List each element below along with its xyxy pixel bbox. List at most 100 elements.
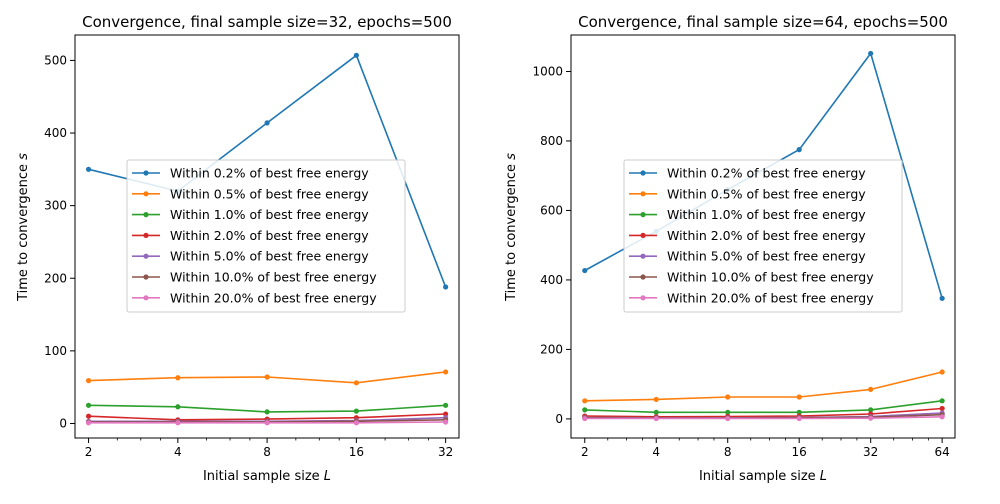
data-point [582,398,588,404]
series-3 [85,402,449,415]
x-axis-label: Initial sample size L [203,469,331,484]
x-tick-label: 8 [724,445,732,459]
legend-label: Within 0.2% of best free energy [170,166,369,181]
y-tick-label: 500 [44,53,67,67]
data-point [939,369,945,375]
data-point [443,419,449,425]
data-point [353,408,359,414]
y-tick-label: 200 [540,342,563,356]
x-tick-label: 64 [935,445,950,459]
data-point [264,120,270,126]
y-tick-label: 600 [540,203,563,217]
data-point [353,52,359,58]
legend-label: Within 10.0% of best free energy [170,270,377,285]
legend-label: Within 1.0% of best free energy [170,207,369,222]
data-point [353,380,359,386]
data-point [868,407,874,413]
data-point [264,374,270,380]
y-axis-label: Time to convergence s [16,153,31,302]
data-point [653,409,659,415]
x-tick-label: 32 [863,445,878,459]
series-2 [582,369,945,404]
data-point [175,404,181,410]
data-point [443,284,449,290]
legend-swatch-marker [143,253,149,259]
legend-item: Within 0.2% of best free energy [629,166,866,181]
data-point [85,402,92,408]
legend-swatch-marker [640,212,646,218]
legend-swatch-marker [143,232,149,238]
y-axis-label: Time to convergence s [504,153,519,302]
series-7 [85,419,449,426]
data-point [796,415,802,422]
data-point [443,402,449,408]
legend: Within 0.2% of best free energy Within 0.… [623,159,903,313]
data-point [796,409,802,415]
legend-label: Within 10.0% of best free energy [667,270,874,285]
data-point [939,295,945,301]
data-point [796,394,802,400]
legend-item: Within 1.0% of best free energy [132,207,369,222]
chart-title: Convergence, final sample size=64, epoch… [578,13,948,31]
chart-left: Convergence, final sample size=32, epoch… [16,13,460,484]
data-point [264,409,270,415]
x-axis-label: Initial sample size L [699,469,827,484]
data-point [725,394,731,400]
series-line [584,400,943,414]
data-point [582,407,588,413]
legend-item: Within 5.0% of best free energy [132,249,369,264]
data-point [725,415,731,422]
legend-item: Within 0.2% of best free energy [132,166,369,181]
legend-swatch-marker [640,253,646,259]
x-tick-label: 16 [349,445,364,459]
legend-label: Within 20.0% of best free energy [667,290,874,305]
legend-label: Within 2.0% of best free energy [667,228,866,243]
x-tick-label: 8 [263,445,271,459]
legend-label: Within 0.5% of best free energy [667,186,866,201]
legend: Within 0.2% of best free energy Within 0.… [126,159,406,313]
data-point [868,415,874,421]
data-point [353,420,359,426]
y-tick-label: 0 [555,412,563,426]
legend-item: Within 5.0% of best free energy [629,249,866,264]
y-tick-label: 800 [540,134,563,148]
data-point [582,415,588,422]
data-point [582,267,588,274]
series-3 [582,398,945,415]
legend-swatch-marker [143,295,149,301]
series-7 [582,414,945,422]
data-point [175,420,181,426]
legend-label: Within 0.2% of best free energy [667,166,866,181]
legend-swatch-marker [143,170,149,176]
legend-swatch-marker [640,295,646,301]
data-point [85,166,92,172]
x-tick-label: 32 [438,445,453,459]
data-point [264,420,270,426]
y-tick-label: 1000 [532,64,563,78]
chart-title: Convergence, final sample size=32, epoch… [82,13,452,31]
y-tick-label: 200 [44,271,67,285]
data-point [175,375,181,381]
legend-item: Within 10.0% of best free energy [629,270,874,285]
data-point [939,405,945,412]
legend-label: Within 2.0% of best free energy [170,228,369,243]
series-2 [85,369,449,386]
data-point [85,413,92,419]
data-point [868,50,874,57]
series-line [584,371,943,402]
legend-swatch-marker [143,274,149,280]
data-point [443,411,449,417]
data-point [939,398,945,404]
legend-swatch-marker [640,232,646,238]
x-tick-label: 4 [174,445,182,459]
data-point [85,420,92,426]
legend-label: Within 0.5% of best free energy [170,186,369,201]
legend-item: Within 10.0% of best free energy [132,270,377,285]
data-point [85,378,92,384]
legend-frame [623,159,903,313]
x-tick-label: 2 [581,445,589,459]
series-line [584,407,943,418]
legend-item: Within 20.0% of best free energy [629,290,874,305]
x-tick-label: 2 [85,445,93,459]
